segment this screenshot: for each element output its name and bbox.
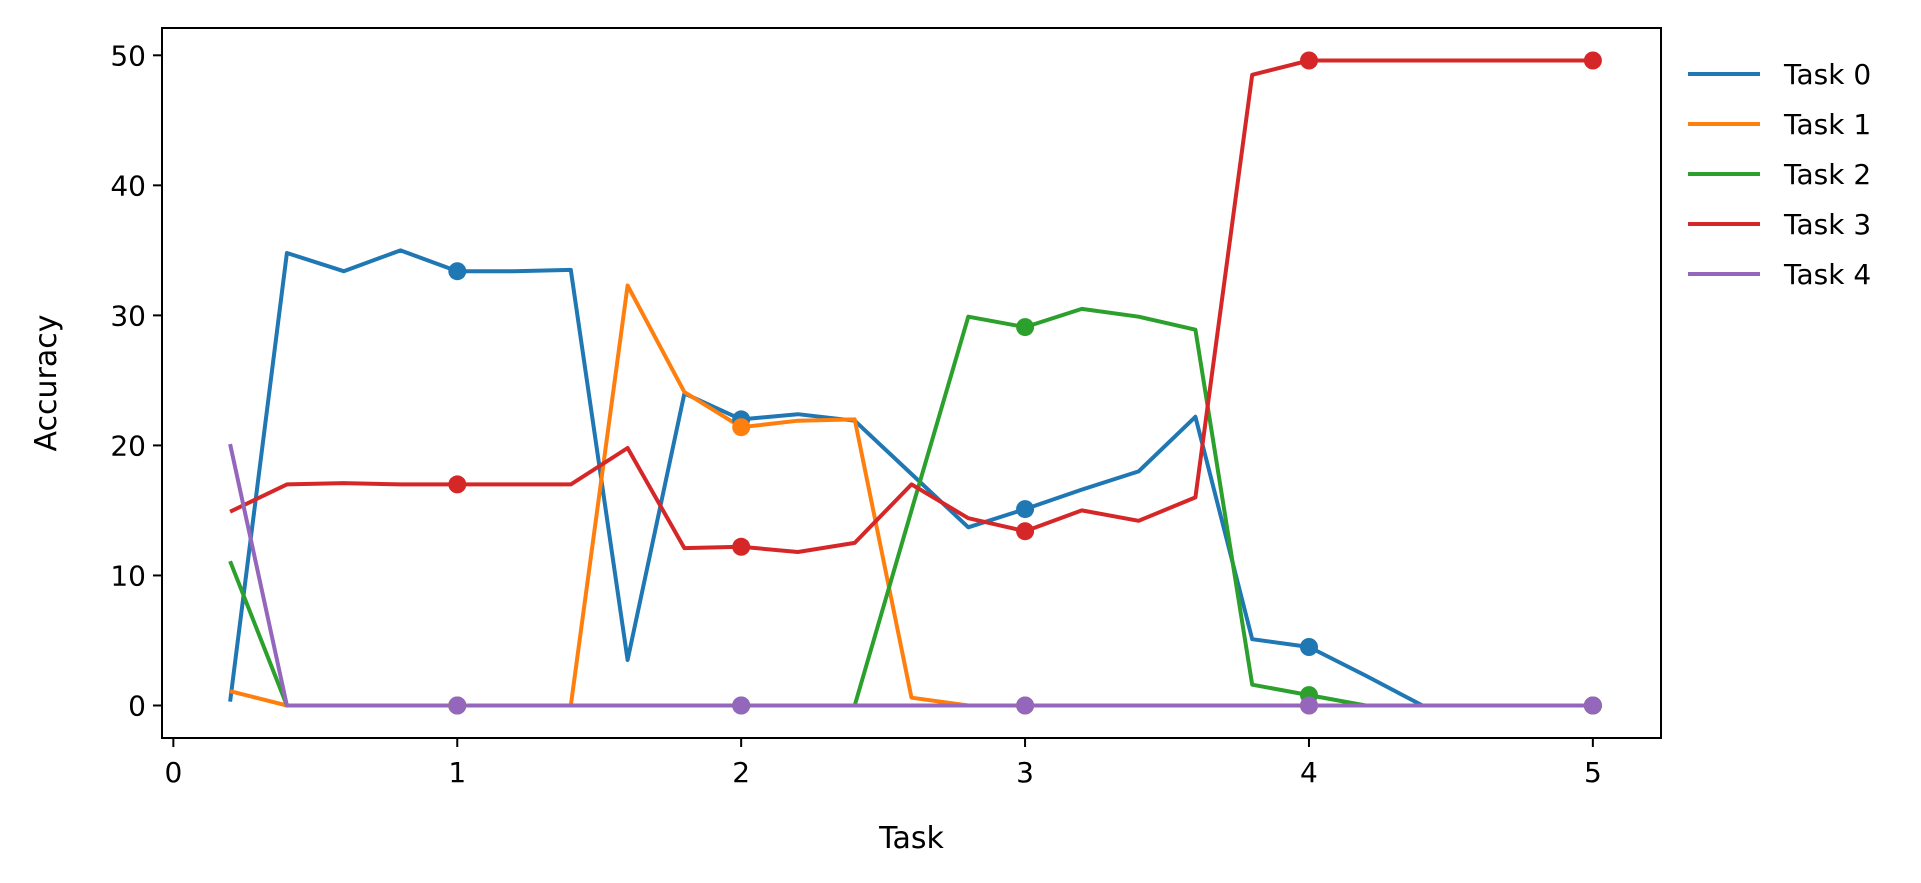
y-tick-label: 10: [110, 559, 146, 592]
marker-layer: [448, 51, 1602, 715]
legend-entry-task-4: Task 4: [1688, 258, 1871, 291]
legend-label: Task 4: [1783, 258, 1871, 291]
legend-entry-task-0: Task 0: [1688, 58, 1871, 91]
data-point-task-0: [1300, 638, 1318, 656]
legend-label: Task 2: [1783, 158, 1871, 191]
data-point-task-4: [1300, 696, 1318, 715]
x-tick-label: 4: [1300, 756, 1318, 789]
x-tick-label: 3: [1016, 756, 1034, 789]
x-tick-label: 1: [448, 756, 466, 789]
y-tick-label: 40: [110, 169, 146, 202]
data-point-task-0: [448, 262, 467, 281]
y-axis: 0 10 20 30 40 50: [110, 39, 162, 722]
legend-entry-task-1: Task 1: [1688, 108, 1871, 141]
data-point-task-1: [732, 418, 751, 437]
legend: Task 0 Task 1 Task 2 Task 3 Task 4: [1688, 58, 1871, 291]
data-point-task-3: [1583, 51, 1602, 70]
legend-label: Task 3: [1783, 208, 1871, 241]
y-tick-label: 30: [110, 299, 146, 332]
legend-label: Task 1: [1783, 108, 1871, 141]
data-point-task-2: [1016, 318, 1035, 337]
data-point-task-3: [1016, 522, 1035, 541]
legend-entry-task-3: Task 3: [1688, 208, 1871, 241]
data-point-task-3: [732, 537, 751, 556]
data-point-task-3: [448, 475, 467, 494]
data-point-task-0: [1016, 500, 1035, 519]
data-point-task-4: [732, 696, 751, 715]
x-tick-label: 5: [1584, 756, 1602, 789]
data-point-task-4: [448, 696, 467, 715]
y-tick-label: 50: [110, 39, 146, 72]
data-point-task-3: [1300, 51, 1318, 70]
x-axis-title: Task: [878, 821, 944, 856]
y-axis-title: Accuracy: [29, 315, 64, 452]
legend-label: Task 0: [1783, 58, 1871, 91]
y-tick-label: 20: [110, 429, 146, 462]
x-tick-label: 0: [164, 756, 182, 789]
data-point-task-4: [1583, 696, 1602, 715]
y-tick-label: 0: [128, 689, 146, 722]
x-tick-label: 2: [732, 756, 750, 789]
plot-frame: [161, 27, 1662, 739]
x-axis: 0 1 2 3 4 5: [164, 738, 1602, 789]
data-point-task-4: [1016, 696, 1035, 715]
legend-entry-task-2: Task 2: [1688, 158, 1871, 191]
